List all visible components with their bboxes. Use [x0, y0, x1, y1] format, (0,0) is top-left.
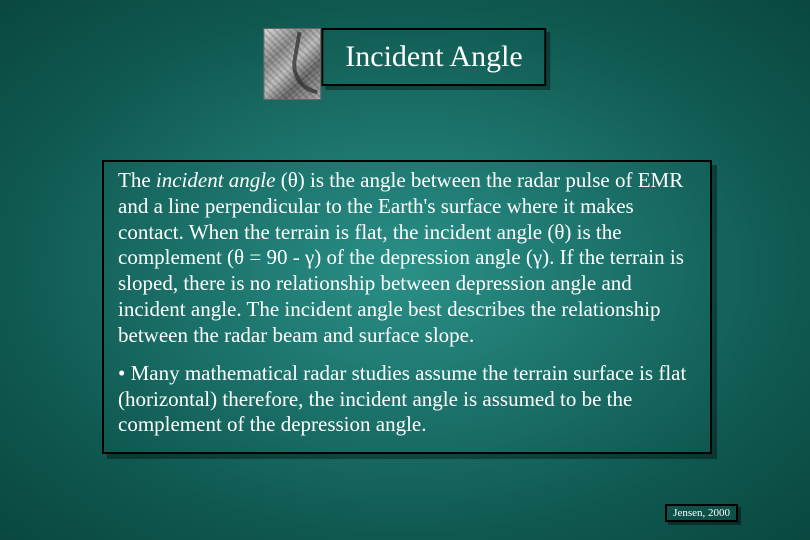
p1-rest: (θ) is the angle between the radar pulse…	[118, 168, 684, 347]
body-text-box: The incident angle (θ) is the angle betw…	[102, 160, 712, 454]
citation-box: Jensen, 2000	[665, 504, 738, 522]
citation-text: Jensen, 2000	[673, 507, 730, 519]
slide-title: Incident Angle	[345, 40, 522, 73]
p1-lead: The	[118, 168, 156, 192]
header: Incident Angle	[263, 28, 546, 100]
title-box: Incident Angle	[321, 28, 546, 86]
paragraph-2: • Many mathematical radar studies assume…	[118, 361, 696, 438]
radar-thumbnail-image	[263, 28, 321, 100]
paragraph-1: The incident angle (θ) is the angle betw…	[118, 168, 696, 349]
p1-term: incident angle	[156, 168, 276, 192]
